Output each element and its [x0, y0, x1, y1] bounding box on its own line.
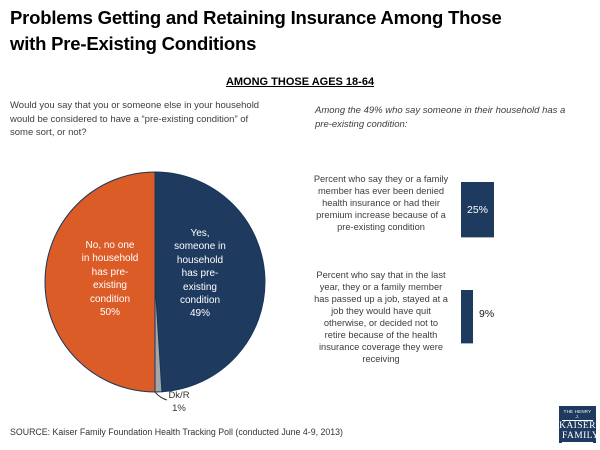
- bar-value-label: 9%: [479, 308, 495, 320]
- bars-intro-text: Among the 49% who say someone in their h…: [315, 105, 566, 130]
- source-text: SOURCE: Kaiser Family Foundation Health …: [10, 427, 343, 437]
- pie-label-dkr: Dk/R 1%: [168, 390, 190, 414]
- logo-kaiser-line: KAISER: [559, 421, 596, 431]
- pie-label-no: No, no one in household has pre- existin…: [81, 240, 139, 319]
- pie-slice: [154, 171, 266, 393]
- pie-svg: [44, 171, 266, 393]
- subtitle-ages: AMONG THOSE AGES 18-64: [225, 76, 375, 88]
- page-title: Problems Getting and Retaining Insurance…: [10, 7, 502, 54]
- pie-label-yes: Yes, someone in household has pre- exist…: [174, 228, 226, 320]
- bar-rect-denied: 25%: [461, 182, 494, 238]
- bar-label-job-lock: Percent who say that in the last year, t…: [314, 270, 448, 364]
- logo-foundation-line: FOUNDATION: [562, 444, 593, 449]
- logo-family-line: FAMILY: [562, 431, 599, 443]
- bar-value-label: 25%: [466, 203, 488, 216]
- bar-rect-job-lock: [461, 290, 473, 344]
- bar-label-denied-insurance: Percent who say they or a family member …: [313, 174, 449, 232]
- logo-henry-line: THE HENRY J.: [562, 409, 593, 421]
- pie-chart: Yes, someone in household has pre- exist…: [43, 170, 267, 394]
- dkr-callout-line: [154, 391, 168, 401]
- pie-slice: [44, 171, 156, 393]
- pie-question-text: Would you say that you or someone else i…: [10, 100, 260, 138]
- kff-logo: THE HENRY J. KAISER FAMILY FOUNDATION: [559, 406, 599, 449]
